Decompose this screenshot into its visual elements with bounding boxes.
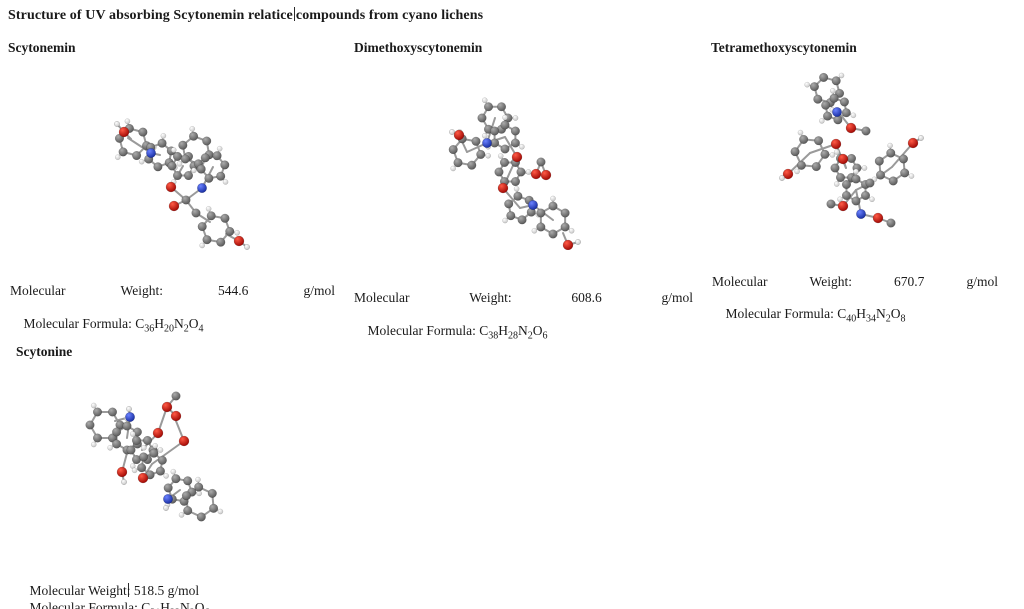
molecular-weight-line-scytonine[interactable]: Molecular Weight: 518.5 g/mol	[16, 567, 199, 609]
molecule-image-scytonemin[interactable]	[98, 108, 258, 258]
mw-unit: g/mol	[303, 283, 335, 298]
mw-word-weight: Weight:	[469, 290, 512, 305]
formula-prefix: Molecular Formula:	[29, 600, 142, 609]
mw-word-weight: Weight:	[120, 283, 163, 298]
formula-prefix: Molecular Formula:	[725, 306, 838, 321]
molecule-image-scytonine[interactable]	[75, 383, 230, 538]
formula-value: C40H34N2O8	[837, 306, 906, 325]
molecular-formula-line-tetramethoxyscytonemin[interactable]: Molecular Formula: C40H34N2O8	[712, 290, 906, 338]
compound-heading-dimethoxyscytonemin[interactable]: Dimethoxyscytonemin	[354, 40, 483, 55]
mw-value: 670.7	[894, 274, 925, 289]
mw-value: 518.5	[133, 583, 165, 598]
molecular-formula-line-dimethoxyscytonemin[interactable]: Molecular Formula: C38H28N2O6	[354, 307, 548, 355]
formula-prefix: Molecular Formula:	[367, 323, 480, 338]
molecule-image-dimethoxyscytonemin[interactable]	[445, 95, 585, 250]
molecular-weight-line-scytonemin[interactable]: Molecular Weight: 544.6 g/mol	[10, 283, 335, 299]
mw-prefix: Molecular Weight	[29, 583, 127, 598]
mw-unit: g/mol	[661, 290, 693, 305]
molecular-weight-line-tetramethoxyscytonemin[interactable]: Molecular Weight: 670.7 g/mol	[712, 274, 998, 290]
mw-unit: g/mol	[966, 274, 998, 289]
text-cursor-scytonine	[127, 583, 129, 597]
molecular-weight-line-dimethoxyscytonemin[interactable]: Molecular Weight: 608.6 g/mol	[354, 290, 693, 306]
molecular-formula-line-scytonemin[interactable]: Molecular Formula: C36H20N2O4	[10, 300, 204, 348]
title-text-before-cursor: Structure of UV absorbing Scytonemin rel…	[8, 8, 293, 23]
compound-heading-scytonine[interactable]: Scytonine	[16, 344, 73, 359]
mw-value: 544.6	[218, 283, 249, 298]
molecular-formula-line-scytonine[interactable]: Molecular Formula: C31H22N2O6	[16, 584, 210, 609]
compound-heading-tetramethoxyscytonemin[interactable]: Tetramethoxyscytonemin	[711, 40, 857, 55]
mw-value: 608.6	[571, 290, 602, 305]
formula-value: C38H28N2O6	[479, 323, 548, 342]
mw-colon: :	[126, 583, 134, 598]
mw-word-molecular: Molecular	[712, 274, 768, 289]
mw-word-molecular: Molecular	[354, 290, 410, 305]
document-title[interactable]: Structure of UV absorbing Scytonemin rel…	[8, 7, 483, 24]
mw-word-molecular: Molecular	[10, 283, 66, 298]
formula-value: C31H22N2O6	[141, 600, 209, 609]
title-text-after-cursor: compounds from cyano lichens	[295, 8, 484, 23]
formula-prefix: Molecular Formula:	[23, 316, 136, 331]
formula-value: C36H20N2O4	[135, 316, 204, 335]
molecule-image-tetramethoxyscytonemin[interactable]	[775, 65, 930, 245]
text-cursor-title	[293, 7, 295, 21]
compound-heading-scytonemin[interactable]: Scytonemin	[8, 40, 76, 55]
mw-unit: g/mol	[167, 583, 200, 598]
mw-word-weight: Weight:	[809, 274, 852, 289]
